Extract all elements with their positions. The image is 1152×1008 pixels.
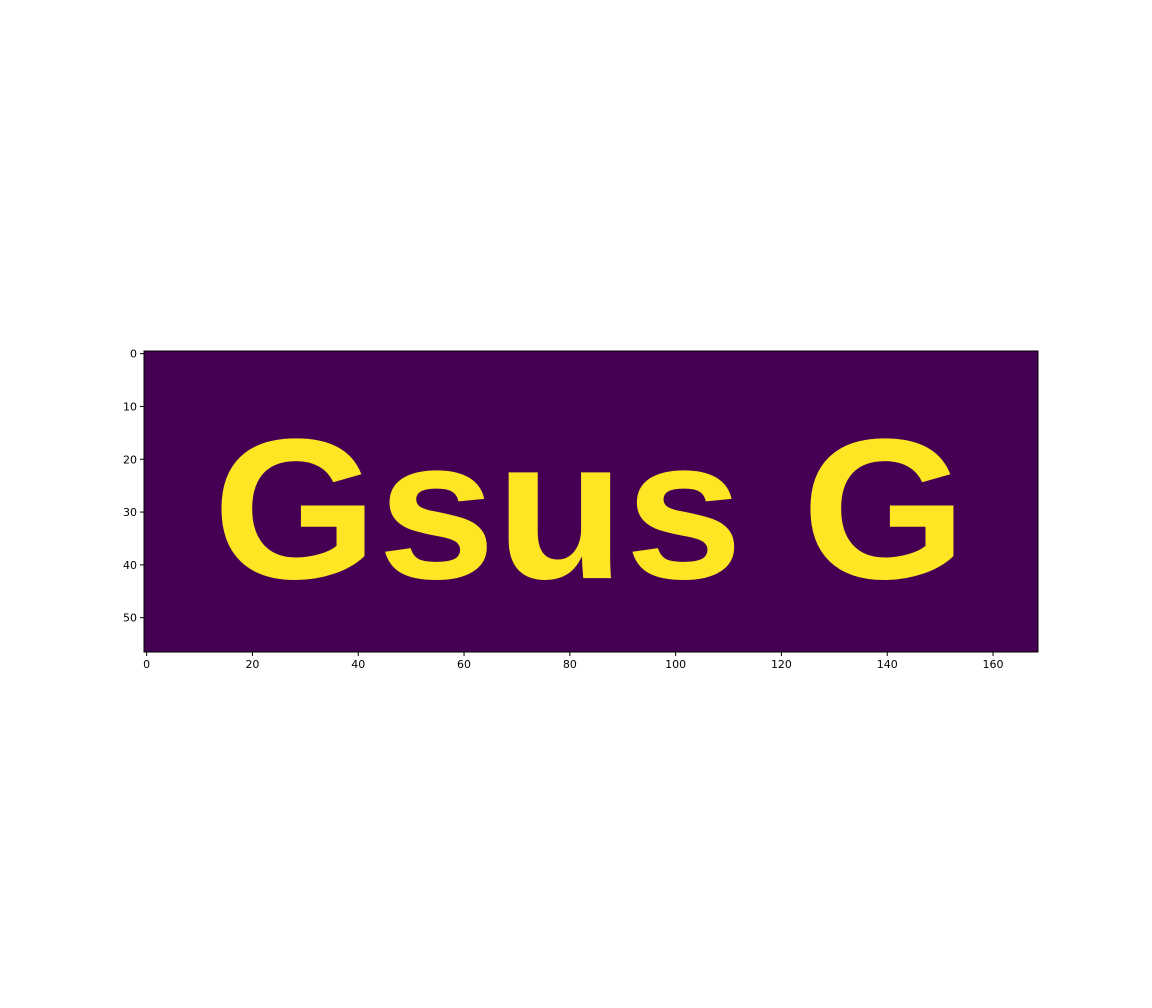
x-axis: 0 20 40 60 80 100 120 140 160 xyxy=(143,652,1004,671)
y-tick-label: 10 xyxy=(123,400,137,413)
y-tick-label: 40 xyxy=(123,559,137,572)
x-tick-label: 80 xyxy=(563,658,577,671)
x-tick-label: 140 xyxy=(877,658,898,671)
y-axis: 0 10 20 30 40 50 xyxy=(123,348,144,625)
x-tick-label: 120 xyxy=(771,658,792,671)
x-tick-label: 0 xyxy=(143,658,150,671)
heatmap-foreground-text: Gsus G xyxy=(213,398,967,621)
heatmap-background xyxy=(144,351,1038,652)
y-tick-label: 30 xyxy=(123,506,137,519)
x-tick-label: 160 xyxy=(983,658,1004,671)
x-tick-label: 100 xyxy=(665,658,686,671)
y-tick-label: 50 xyxy=(123,612,137,625)
plot-frame xyxy=(143,350,1039,653)
x-tick-label: 20 xyxy=(245,658,259,671)
plot-area: Gsus G xyxy=(143,350,1039,653)
y-tick-label: 0 xyxy=(130,348,137,361)
x-tick-label: 40 xyxy=(351,658,365,671)
y-tick-label: 20 xyxy=(123,453,137,466)
x-tick-label: 60 xyxy=(457,658,471,671)
